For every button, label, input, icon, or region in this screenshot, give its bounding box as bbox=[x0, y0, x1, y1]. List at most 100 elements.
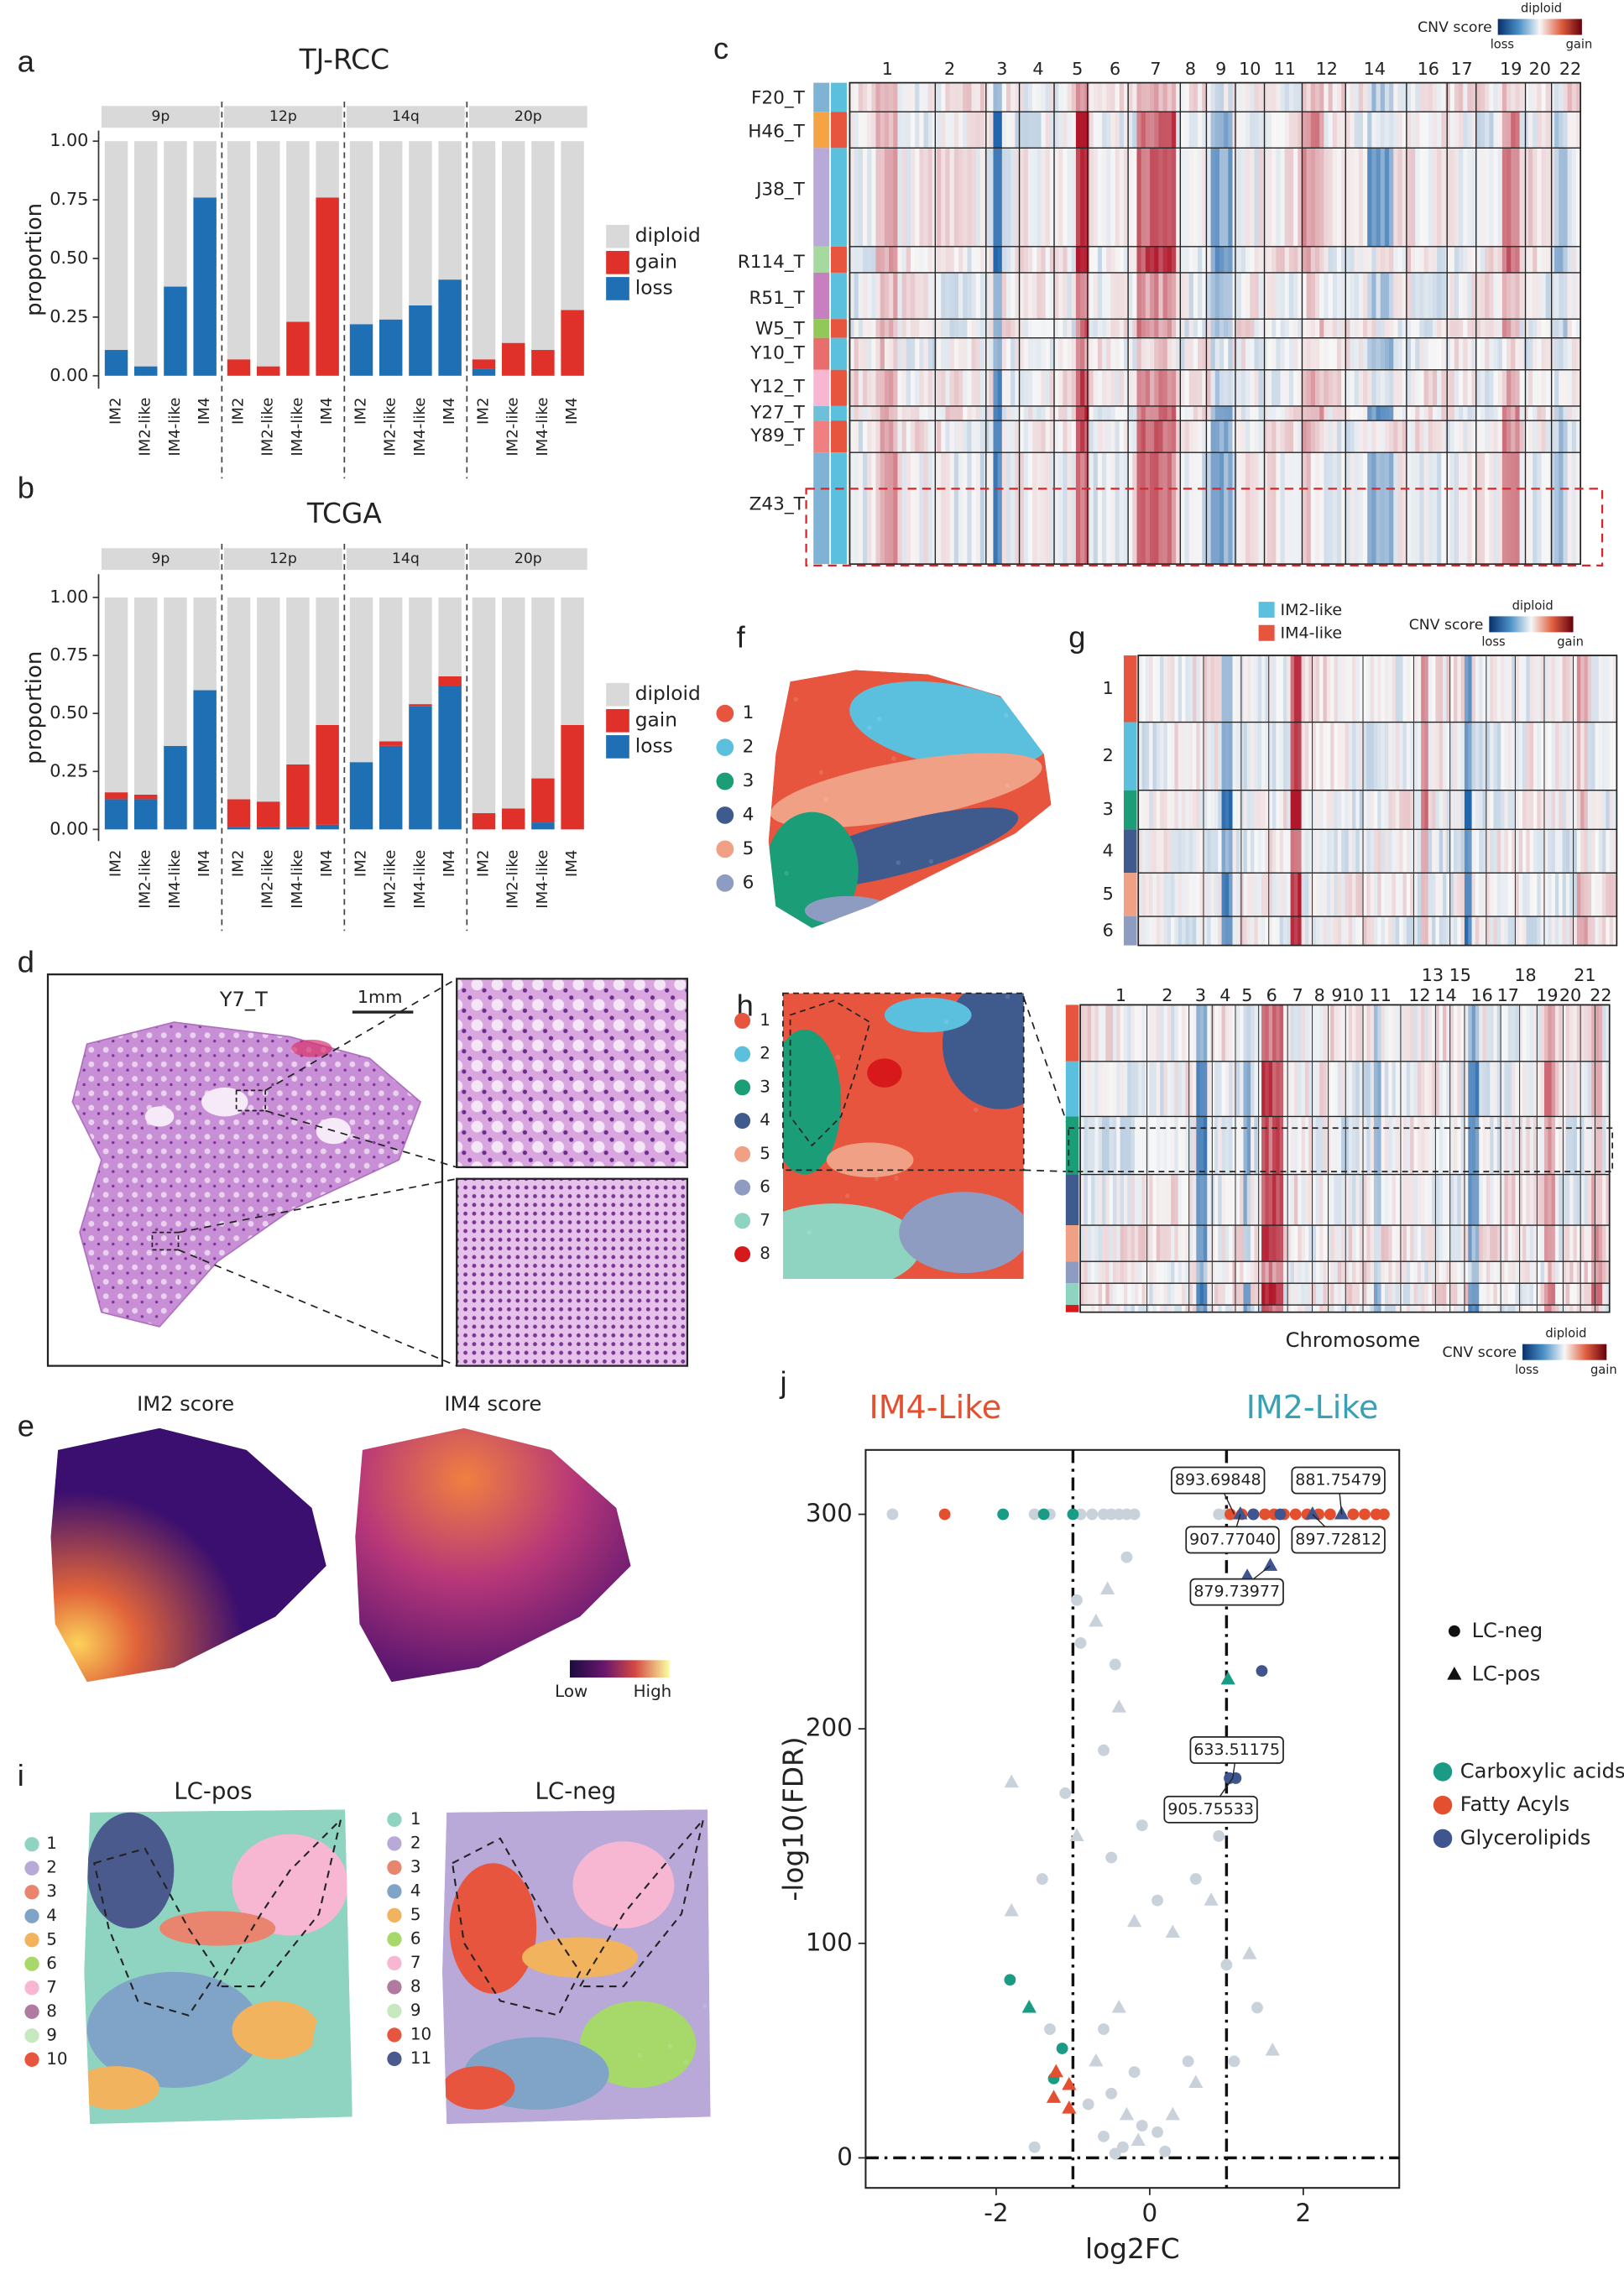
spatial-spot bbox=[1118, 1316, 1123, 1321]
heatmap-cell bbox=[1272, 112, 1277, 148]
heatmap-cell bbox=[919, 83, 924, 112]
heatmap-cell bbox=[1381, 406, 1386, 420]
heatmap-cell bbox=[1167, 370, 1172, 406]
heatmap-cell bbox=[1084, 1175, 1088, 1225]
heatmap-cell bbox=[1334, 1062, 1338, 1117]
heatmap-cell bbox=[1298, 791, 1302, 830]
heatmap-cell bbox=[1054, 406, 1059, 420]
heatmap-cell bbox=[1526, 1175, 1530, 1225]
heatmap-cell bbox=[1160, 723, 1164, 791]
heatmap-cell bbox=[1204, 829, 1208, 873]
heatmap-cell bbox=[1200, 1116, 1204, 1174]
heatmap-cell bbox=[1068, 319, 1073, 337]
heatmap-cell bbox=[1352, 791, 1356, 830]
spatial-spot bbox=[601, 662, 606, 667]
heatmap-cell bbox=[1563, 370, 1568, 406]
heatmap-cell bbox=[1555, 1116, 1559, 1174]
heatmap-cell bbox=[1595, 1261, 1599, 1283]
heatmap-cell bbox=[1002, 319, 1007, 337]
heatmap-cell bbox=[1381, 370, 1386, 406]
heatmap-cell bbox=[1439, 655, 1444, 722]
spatial-spot bbox=[1420, 2072, 1425, 2077]
heatmap-cell bbox=[1580, 1175, 1585, 1225]
heatmap-cell bbox=[1355, 1283, 1360, 1305]
heatmap-cell bbox=[1305, 1062, 1309, 1117]
heatmap-cell bbox=[1185, 370, 1190, 406]
heatmap-cell bbox=[1520, 83, 1525, 112]
heatmap-cell bbox=[1542, 452, 1547, 564]
heatmap-cell bbox=[1132, 406, 1137, 420]
heatmap-cell bbox=[867, 247, 872, 273]
heatmap-cell bbox=[1294, 655, 1298, 722]
heatmap-cell bbox=[1171, 1175, 1175, 1225]
heatmap-cell bbox=[1054, 420, 1059, 452]
spatial-spot bbox=[586, 870, 591, 875]
heatmap-cell bbox=[1486, 1004, 1491, 1061]
heatmap-cell bbox=[1501, 1004, 1505, 1061]
heatmap-cell bbox=[1574, 723, 1578, 791]
heatmap-cell bbox=[915, 83, 920, 112]
bar-segment bbox=[379, 746, 402, 830]
heatmap-cell bbox=[1172, 338, 1177, 370]
heatmap-cell bbox=[1241, 247, 1246, 273]
heatmap-cell bbox=[1028, 319, 1033, 337]
heatmap-cell bbox=[1475, 916, 1480, 946]
heatmap-cell bbox=[1546, 452, 1551, 564]
heatmap-cell bbox=[1610, 723, 1614, 791]
heatmap-cell bbox=[1454, 406, 1460, 420]
heatmap-cell bbox=[1037, 406, 1042, 420]
heatmap-cell bbox=[1486, 873, 1491, 916]
heatmap-cell bbox=[1189, 723, 1193, 791]
heatmap-cell bbox=[1225, 1225, 1230, 1261]
spatial-spot bbox=[705, 1519, 710, 1524]
heatmap-cell bbox=[1602, 1175, 1606, 1225]
heatmap-cell bbox=[1319, 370, 1324, 406]
heatmap-cell bbox=[1602, 1261, 1606, 1283]
y-tick-label: 0.00 bbox=[50, 365, 88, 385]
legend-dot bbox=[716, 738, 734, 756]
heatmap-cell bbox=[1167, 452, 1172, 564]
heatmap-cell bbox=[1088, 1062, 1092, 1117]
heatmap-cell bbox=[1302, 452, 1307, 564]
spatial-spot bbox=[1402, 613, 1407, 618]
heatmap-cell bbox=[1250, 420, 1255, 452]
heatmap-cell bbox=[1512, 1175, 1516, 1225]
heatmap-cell bbox=[1229, 1305, 1233, 1312]
heatmap-cell bbox=[1377, 1175, 1381, 1225]
heatmap-cell bbox=[1435, 829, 1439, 873]
heatmap-cell bbox=[1254, 420, 1259, 452]
heatmap-cell bbox=[1276, 406, 1281, 420]
heatmap-cell bbox=[1528, 112, 1533, 148]
heatmap-cell bbox=[1512, 1116, 1516, 1174]
heatmap-cell bbox=[906, 420, 911, 452]
heatmap-cell bbox=[889, 452, 894, 564]
heatmap-cell bbox=[1359, 406, 1364, 420]
heatmap-cell bbox=[984, 273, 990, 319]
heatmap-cell bbox=[1141, 112, 1146, 148]
heatmap-cell bbox=[1399, 1261, 1403, 1283]
heatmap-cell bbox=[871, 420, 876, 452]
heatmap-cell bbox=[1214, 1004, 1219, 1061]
heatmap-cell bbox=[1149, 1261, 1153, 1283]
heatmap-cell bbox=[1024, 112, 1029, 148]
heatmap-cell bbox=[1149, 723, 1153, 791]
heatmap-cell bbox=[1236, 1283, 1240, 1305]
heatmap-cell bbox=[889, 83, 894, 112]
legend-swatch bbox=[1259, 602, 1275, 618]
heatmap-cell bbox=[1080, 452, 1085, 564]
heatmap-cell bbox=[1602, 916, 1606, 946]
heatmap-cell bbox=[1397, 420, 1402, 452]
heatmap-cell bbox=[1094, 319, 1099, 337]
heatmap-cell bbox=[1450, 112, 1455, 148]
heatmap-cell bbox=[1120, 1305, 1125, 1312]
spatial-spot bbox=[1055, 968, 1060, 973]
heatmap-cell bbox=[1602, 791, 1606, 830]
heatmap-cell bbox=[1291, 1062, 1295, 1117]
heatmap-cell bbox=[1214, 1305, 1219, 1312]
bar-segment bbox=[286, 141, 309, 321]
heatmap-cell bbox=[1098, 338, 1103, 370]
chromosome-label: 3 bbox=[1195, 985, 1206, 1005]
heatmap-cell bbox=[1371, 370, 1376, 406]
heatmap-cell bbox=[1330, 1116, 1334, 1174]
heatmap-cell bbox=[1211, 791, 1215, 830]
